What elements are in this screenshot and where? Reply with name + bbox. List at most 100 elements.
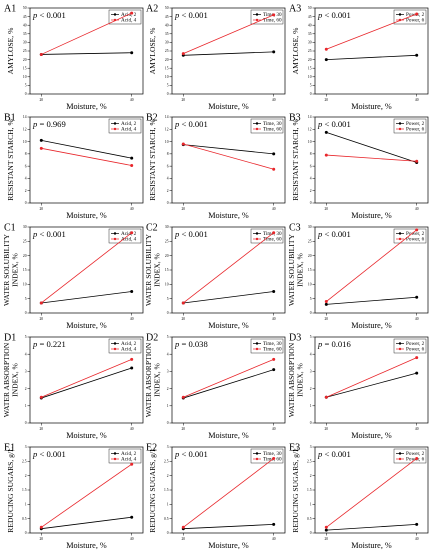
y-tick-label: 0 — [25, 421, 27, 425]
y-axis-title-line: INDEX, % — [11, 362, 20, 396]
panel-d1: D1 0 1 2 3 4 5 20 40 Moisture, % WATER ABSORPTIONI… — [2, 333, 144, 440]
legend-label: Power, 2 — [406, 121, 425, 127]
data-point — [39, 301, 43, 305]
data-point — [272, 50, 276, 54]
p-value-annotation: p < 0.001 — [32, 229, 66, 239]
x-tick-label: 20 — [325, 98, 329, 102]
x-tick-label: 40 — [272, 537, 276, 541]
data-point — [415, 522, 419, 526]
y-tick-label: 20 — [308, 58, 312, 62]
x-tick-label: 40 — [415, 98, 419, 102]
series-line — [41, 12, 132, 55]
y-tick-label: 30 — [308, 41, 312, 45]
legend-swatch-marker — [398, 342, 402, 345]
y-tick-label: 15 — [308, 268, 312, 272]
y-axis-title-line: REDUCING SUGARS, g/L — [148, 447, 157, 533]
y-tick-label: 5 — [25, 335, 27, 339]
legend-swatch-marker — [255, 347, 259, 351]
x-axis-title: Moisture, % — [66, 102, 107, 111]
y-axis-title: REDUCING SUGARS, g/L — [148, 447, 157, 533]
data-point — [130, 366, 134, 370]
y-tick-label: 2.5 — [307, 460, 312, 464]
legend-label: Acid, 2 — [121, 231, 137, 237]
legend-box — [250, 9, 284, 25]
x-tick-label: 20 — [182, 317, 186, 321]
panel-e3: E3 0 0.5 1 1.5 2 2.5 3 20 40 Moisture, % REDUCING S… — [289, 443, 429, 550]
data-point — [39, 525, 43, 529]
p-symbol: p — [32, 10, 38, 20]
y-tick-label: 1.5 — [307, 488, 312, 492]
legend-swatch-marker — [113, 232, 117, 235]
p-symbol: p — [174, 229, 180, 239]
x-tick-label: 40 — [272, 317, 276, 321]
p-symbol: p — [317, 229, 323, 239]
legend-swatch-marker — [255, 237, 259, 241]
y-tick-label: 30 — [308, 225, 312, 229]
panel-label: E3 — [289, 443, 300, 454]
data-point — [130, 231, 134, 235]
legend-swatch-marker — [113, 452, 117, 455]
p-value-text: = 0.016 — [322, 339, 351, 349]
y-tick-label: 2 — [25, 387, 27, 391]
y-tick-label: 1.5 — [164, 488, 169, 492]
series-line — [41, 463, 132, 528]
p-value-annotation: p < 0.001 — [317, 10, 351, 20]
x-axis-title: Moisture, % — [208, 211, 249, 220]
data-point — [415, 159, 419, 163]
legend-label: Time, 60 — [263, 347, 282, 353]
y-tick-label: 0 — [167, 421, 169, 425]
y-axis-title-line: INDEX, % — [153, 252, 162, 286]
x-axis-title: Moisture, % — [66, 541, 107, 550]
x-tick-label: 40 — [130, 207, 134, 211]
legend-label: Time, 30 — [263, 341, 282, 347]
series-line — [183, 51, 274, 56]
y-tick-label: 25 — [23, 240, 27, 244]
legend-swatch-marker — [113, 457, 117, 461]
p-symbol: p — [317, 119, 323, 129]
legend-swatch-marker — [113, 237, 117, 241]
x-tick-label: 20 — [325, 427, 329, 431]
data-point — [181, 525, 185, 529]
y-tick-label: 0.5 — [307, 517, 312, 521]
panel-label: D3 — [289, 333, 301, 344]
x-tick-label: 20 — [182, 427, 186, 431]
x-tick-label: 40 — [272, 207, 276, 211]
p-value-annotation: p < 0.001 — [174, 229, 208, 239]
x-axis-title: Moisture, % — [351, 541, 392, 550]
y-tick-label: 15 — [23, 268, 27, 272]
y-tick-label: 0 — [310, 531, 312, 535]
legend-box — [108, 118, 142, 134]
panel-b3: B3 0 2 4 6 8 10 12 14 20 40 Moisture, % RESISTANT ST… — [289, 113, 429, 220]
p-value-text: < 0.001 — [179, 229, 207, 239]
p-value-annotation: p < 0.001 — [317, 229, 351, 239]
y-tick-label: 30 — [165, 41, 169, 45]
legend-swatch-marker — [398, 232, 402, 235]
panel-label: C2 — [146, 223, 158, 234]
y-tick-label: 2 — [25, 474, 27, 478]
data-point — [415, 53, 419, 57]
y-tick-label: 15 — [23, 66, 27, 70]
panel-e1: E1 0 0.5 1 1.5 2 2.5 3 20 40 Moisture, % REDUCING S… — [4, 443, 144, 550]
legend-swatch-marker — [255, 232, 259, 235]
y-axis-title: WATER SOLUBILITYINDEX, % — [2, 234, 20, 306]
legend-swatch-marker — [113, 347, 117, 351]
data-point — [324, 153, 328, 157]
data-point — [324, 525, 328, 529]
y-tick-label: 30 — [23, 41, 27, 45]
panel-d2: D2 0 1 2 3 4 5 20 40 Moisture, % WATER ABSORPTIONI… — [144, 333, 286, 440]
p-value-text: < 0.001 — [37, 229, 65, 239]
legend-swatch-marker — [398, 127, 402, 131]
y-tick-label: 2.5 — [22, 460, 27, 464]
y-axis-title: AMYLOSE, % — [291, 27, 300, 75]
legend-label: Power, 2 — [406, 231, 425, 237]
y-tick-label: 3 — [167, 445, 169, 449]
data-point — [39, 52, 43, 56]
y-tick-label: 25 — [23, 49, 27, 53]
x-axis-title: Moisture, % — [66, 321, 107, 330]
legend-label: Power, 2 — [406, 451, 425, 457]
series-line — [41, 147, 132, 166]
series-line — [41, 232, 132, 304]
y-tick-label: 30 — [23, 225, 27, 229]
x-tick-label: 40 — [130, 537, 134, 541]
p-value-text: = 0.969 — [37, 119, 65, 129]
